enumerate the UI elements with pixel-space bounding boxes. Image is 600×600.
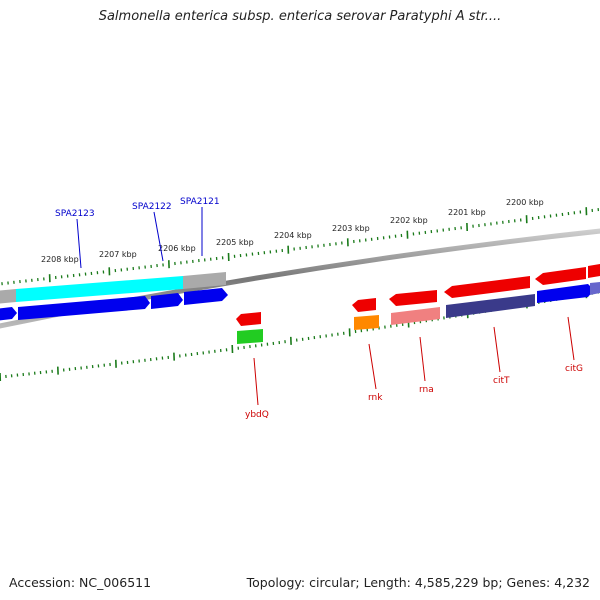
feature-rnk-orange[interactable]	[354, 315, 379, 330]
leader-rna	[419, 336, 426, 382]
feature-ybdQ-green[interactable]	[237, 329, 263, 344]
feature-citT-navy[interactable]	[446, 294, 535, 318]
feature-blue-left[interactable]	[0, 307, 17, 321]
scale-label-2204: 2204 kbp	[274, 231, 312, 240]
gene-label-spa2121[interactable]: SPA2121	[180, 197, 220, 207]
feature-ybdQ-red[interactable]	[236, 312, 261, 326]
gene-label-rna[interactable]: rna	[419, 385, 434, 395]
gene-label-spa2122[interactable]: SPA2122	[132, 202, 172, 212]
gene-label-rnk[interactable]: rnk	[368, 393, 383, 403]
scale-label-2201: 2201 kbp	[448, 208, 486, 217]
feature-spa2123[interactable]	[16, 276, 183, 302]
gene-label-spa2123[interactable]: SPA2123	[55, 209, 95, 219]
feature-grey-left[interactable]	[0, 289, 16, 304]
map-title: Salmonella enterica subsp. enterica sero…	[98, 9, 502, 24]
feature-citT-arrow[interactable]	[444, 276, 530, 298]
feature-blue-1[interactable]	[18, 296, 150, 320]
gene-label-ybdQ[interactable]: ybdQ	[245, 410, 269, 420]
scale-label-2205: 2205 kbp	[216, 238, 254, 247]
scale-label-2206: 2206 kbp	[158, 244, 196, 253]
gene-label-citT[interactable]: citT	[493, 376, 510, 386]
scale-label-2202: 2202 kbp	[390, 216, 428, 225]
scale-label-2200: 2200 kbp	[506, 198, 544, 207]
leader-citT	[493, 326, 501, 373]
leader-rnk	[368, 343, 377, 390]
leader-citG	[567, 316, 575, 361]
feature-rna-pink[interactable]	[391, 307, 440, 325]
genome-summary: Topology: circular; Length: 4,585,229 bp…	[246, 575, 590, 590]
feature-right-edge-blue[interactable]	[590, 282, 600, 295]
gene-label-citG[interactable]: citG	[565, 364, 583, 374]
scale-label-2208: 2208 kbp	[41, 255, 79, 264]
feature-citG-arrow[interactable]	[535, 267, 586, 285]
feature-right-edge-red[interactable]	[588, 264, 600, 278]
accession-label: Accession: NC_006511	[9, 575, 152, 590]
feature-blue-2[interactable]	[151, 293, 183, 309]
feature-spa2121[interactable]	[183, 272, 226, 289]
leader-spa2123	[76, 218, 82, 269]
scale-label-2207: 2207 kbp	[99, 250, 137, 259]
feature-rnk-arrow[interactable]	[352, 298, 376, 312]
leader-ybdQ	[253, 357, 259, 406]
feature-blue-3[interactable]	[184, 288, 228, 305]
scale-label-2203: 2203 kbp	[332, 224, 370, 233]
leader-spa2122	[153, 211, 164, 262]
upper-scale-track	[1, 207, 600, 286]
feature-rna-arrow[interactable]	[389, 290, 437, 306]
feature-citG-blue[interactable]	[537, 284, 594, 303]
